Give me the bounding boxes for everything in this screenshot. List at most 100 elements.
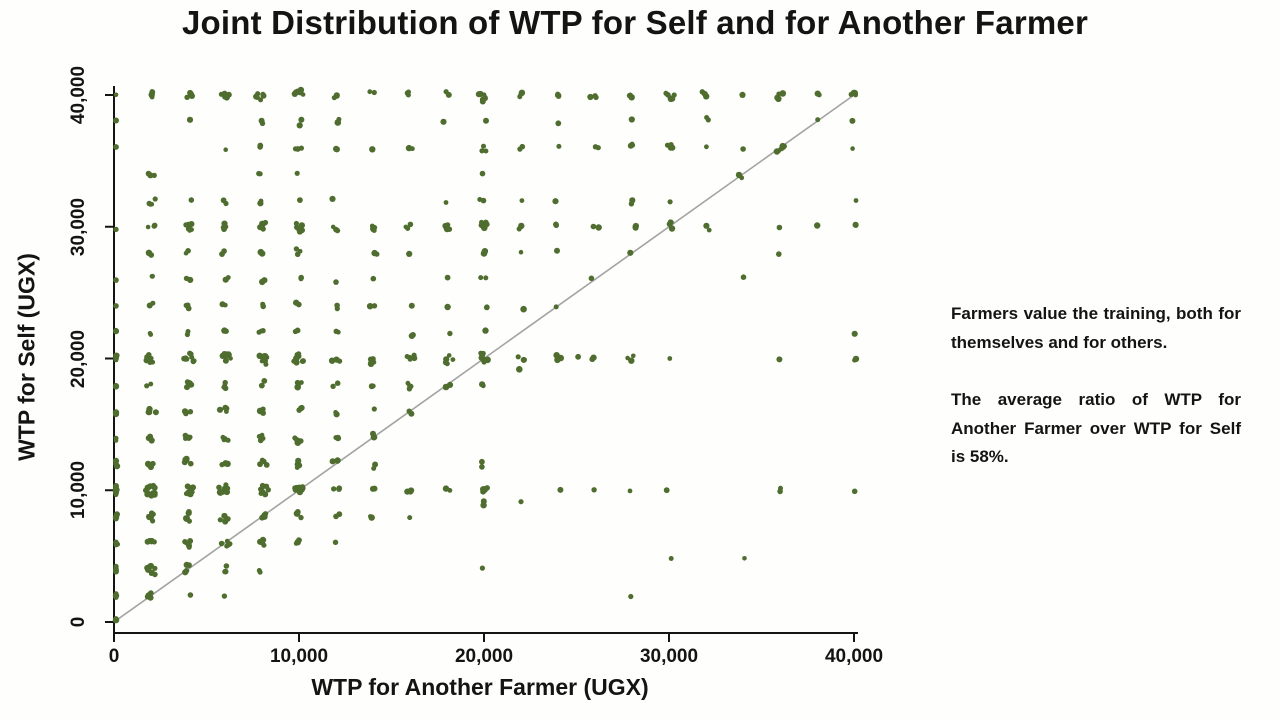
data-point — [259, 536, 267, 544]
data-point — [335, 329, 341, 335]
data-point — [183, 515, 190, 522]
data-point — [663, 90, 669, 96]
data-point — [628, 593, 634, 600]
data-point — [742, 556, 747, 561]
data-point — [191, 358, 197, 364]
data-point — [187, 592, 194, 598]
data-point — [257, 461, 263, 468]
data-point — [147, 433, 154, 440]
data-point — [296, 122, 303, 129]
data-point — [705, 117, 711, 123]
data-point — [479, 565, 485, 571]
data-point — [263, 353, 269, 359]
data-point — [816, 92, 822, 98]
data-point — [479, 458, 485, 465]
data-point — [553, 222, 559, 229]
data-point — [516, 366, 523, 373]
data-point — [776, 148, 782, 153]
data-point — [148, 332, 154, 337]
data-point — [443, 200, 449, 205]
data-point — [297, 197, 303, 204]
data-point — [407, 221, 414, 228]
data-point — [292, 328, 298, 335]
data-point — [668, 225, 676, 232]
data-point — [851, 488, 858, 495]
data-point — [479, 381, 486, 388]
data-point — [411, 352, 417, 358]
data-point — [258, 117, 265, 124]
data-point — [481, 143, 486, 149]
data-point — [265, 487, 271, 493]
data-point — [147, 463, 154, 471]
x-tick-label: 20,000 — [454, 646, 514, 667]
data-point — [444, 303, 451, 311]
data-point — [668, 556, 674, 561]
data-point — [406, 89, 411, 95]
data-point — [293, 246, 300, 252]
data-point — [739, 91, 746, 98]
data-point — [148, 355, 154, 361]
data-point — [629, 197, 636, 204]
data-point — [296, 351, 302, 357]
data-point — [148, 252, 155, 258]
x-axis-title: WTP for Another Farmer (UGX) — [311, 674, 649, 700]
data-point — [479, 148, 485, 154]
data-point — [294, 383, 302, 391]
data-point — [112, 592, 120, 599]
annotation-block: Farmers value the training, both for the… — [951, 300, 1241, 472]
data-point — [336, 485, 343, 492]
data-point — [150, 518, 156, 524]
data-point — [369, 485, 376, 492]
data-point — [779, 90, 787, 97]
data-point — [225, 516, 231, 522]
data-point — [184, 94, 190, 101]
data-point — [328, 357, 336, 364]
x-tick-label: 40,000 — [824, 646, 884, 667]
data-point — [188, 351, 194, 357]
data-point — [552, 198, 559, 205]
data-point — [149, 201, 155, 207]
data-point — [334, 457, 341, 464]
data-point — [113, 563, 119, 570]
data-point — [440, 118, 447, 125]
data-point — [477, 197, 483, 202]
data-point — [853, 223, 859, 228]
data-point — [185, 329, 191, 334]
data-point — [483, 117, 489, 124]
data-point — [217, 517, 223, 523]
data-point — [483, 148, 489, 154]
data-point — [223, 563, 230, 569]
data-point — [145, 224, 151, 230]
data-point — [183, 491, 189, 497]
data-point — [257, 437, 264, 444]
data-point — [262, 219, 269, 226]
data-point — [146, 302, 153, 309]
data-point — [852, 355, 860, 363]
data-point — [590, 223, 597, 230]
data-point — [260, 301, 266, 307]
data-point — [369, 146, 376, 153]
data-point — [225, 91, 232, 98]
data-point — [183, 455, 190, 463]
data-point — [406, 250, 413, 257]
data-point — [112, 411, 120, 418]
data-point — [263, 462, 270, 468]
data-point — [850, 146, 855, 151]
data-point — [628, 116, 635, 123]
data-point — [183, 275, 190, 282]
data-point — [407, 515, 413, 521]
data-point — [555, 120, 562, 127]
data-point — [331, 486, 337, 492]
data-point — [261, 542, 267, 548]
data-point — [482, 95, 488, 101]
data-point — [216, 406, 224, 413]
data-point — [408, 332, 415, 339]
data-point — [183, 222, 189, 228]
data-point — [113, 303, 119, 309]
data-point — [484, 485, 490, 491]
data-point — [587, 93, 594, 101]
data-point — [261, 513, 268, 520]
data-point — [781, 143, 787, 149]
data-point — [554, 356, 561, 364]
data-point — [293, 89, 299, 95]
